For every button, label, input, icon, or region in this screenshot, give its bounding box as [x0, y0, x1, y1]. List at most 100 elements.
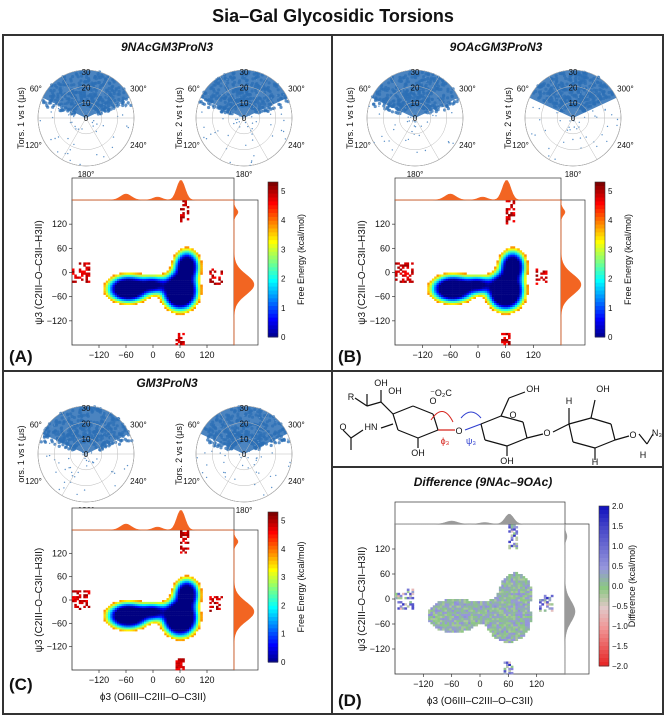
panel-a-heatmap-cell	[177, 298, 181, 301]
panel-a-heatmap-cell	[186, 292, 190, 295]
panel-b-polar-1-sparse-point	[425, 80, 427, 82]
panel-b-heatmap-cell	[443, 292, 446, 295]
panel-b-heatmap-cell	[510, 296, 513, 299]
panel-a-heatmap-cell	[135, 276, 138, 279]
panel-b-heatmap-cell	[524, 268, 527, 271]
panel-b-heatmap-cell	[508, 278, 511, 281]
panel-a-heatmap-cell	[184, 306, 187, 309]
panel-c-heatmap-cell	[148, 623, 151, 626]
panel-a-heatmap-cell	[175, 288, 178, 291]
panel-a-heatmap-cell	[159, 280, 163, 283]
panel-c-heatmap-cell	[128, 609, 131, 612]
panel-c-heatmap-cell	[157, 603, 160, 607]
panel-b-heatmap-cell	[484, 286, 488, 289]
panel-b-heatmap-cell	[487, 298, 490, 301]
panel-b-heatmap-cell	[484, 282, 488, 285]
panel-b-heatmap-cell	[484, 298, 488, 301]
panel-b-polar-1-rtick: 10	[411, 99, 420, 108]
panel-b-polar-2-sparse-point	[596, 116, 598, 118]
panel-a-heatmap-cell	[193, 260, 196, 263]
panel-c-heatmap-cell	[110, 621, 113, 624]
panel-c-heatmap-cell	[103, 611, 106, 614]
panel-b-heatmap-cell	[448, 282, 451, 285]
panel-b-heatmap-cell	[489, 290, 493, 293]
panel-b-polar-1-sparse-point	[415, 121, 417, 123]
panel-a-heatmap-cell	[117, 288, 120, 291]
panel-a-heatmap-cell	[117, 276, 120, 279]
panel-a-heatmap-cell	[184, 256, 187, 259]
panel-c-heatmap-cell	[72, 598, 75, 601]
panel-a-heatmap-cell	[157, 280, 160, 283]
panel-a-heatmap-cell	[168, 284, 172, 287]
panel-a-polar-2-sparse-point	[244, 121, 247, 124]
panel-b-polar-2-angle-label: 300°	[617, 85, 634, 94]
panel-a-heatmap-cell	[182, 252, 185, 255]
panel-a-heatmap-cell	[171, 284, 174, 287]
panel-a-heatmap-cell	[168, 302, 172, 305]
panel-a-heatmap-cell	[193, 296, 196, 299]
panel-b-heatmap-cell	[517, 270, 520, 273]
panel-a-heatmap-cell	[144, 298, 147, 301]
panel-b-polar-2-rtick: 0	[571, 114, 576, 123]
panel-b-heatmap-cell	[441, 298, 444, 301]
panel-a-heatmap-colorbar-cell	[268, 182, 278, 187]
panel-a-heatmap-cell	[139, 294, 142, 297]
panel-c-heatmap-cell	[123, 615, 127, 618]
panel-a-heatmap-cell	[146, 284, 149, 287]
panel-c-heatmap-cell	[110, 623, 113, 626]
panel-c-heatmap-cell	[162, 623, 165, 626]
panel-a-heatmap-cell	[166, 306, 169, 309]
panel-a-heatmap-cell	[105, 294, 109, 297]
panel-a-heatmap-cell	[220, 270, 223, 273]
panel-a-heatmap-xtick-label: −60	[118, 350, 133, 360]
panel-b-heatmap-cell	[510, 276, 513, 279]
panel-c-polar-1-angle-label: 240°	[130, 477, 147, 486]
panel-b-heatmap-cell	[514, 304, 518, 307]
panel-a-heatmap-cell	[191, 296, 194, 299]
panel-a-heatmap-cell	[126, 298, 129, 301]
panel-c-heatmap-cell	[128, 621, 131, 624]
panel-b-heatmap-cell	[514, 262, 518, 265]
panel-b-heatmap-cell	[514, 280, 518, 283]
panel-a-heatmap-cell	[182, 341, 185, 344]
panel-b-polar-1-point	[452, 101, 456, 105]
panel-a-heatmap-cell	[85, 280, 88, 283]
panel-a-heatmap-cell	[117, 290, 120, 293]
panel-a-heatmap-cell	[117, 280, 120, 283]
panel-a-heatmap-cell	[182, 312, 185, 316]
panel-b-heatmap-cell	[498, 262, 502, 265]
panel-b-polar-1-sparse-point	[405, 100, 408, 103]
panel-c-heatmap-cell	[121, 613, 124, 616]
panel-a-heatmap-cell	[177, 258, 181, 261]
panel-b-heatmap-cell	[501, 296, 504, 299]
panel-c-heatmap-cell	[168, 619, 172, 622]
panel-b-heatmap-cell	[401, 278, 405, 281]
panel-b-polar-1-point	[382, 104, 386, 108]
panel-b-heatmap-cell	[431, 284, 435, 287]
panel-c-heatmap-cell	[159, 609, 163, 612]
panel-a-heatmap-cell	[126, 300, 129, 303]
panel-a-heatmap-cell	[175, 304, 178, 307]
panel-a-heatmap-cell	[112, 286, 115, 289]
panel-c-polar-1-sparse-point	[117, 428, 120, 430]
panel-c-heatmap-cell	[105, 617, 109, 620]
panel-a-heatmap-cell	[195, 260, 199, 263]
panel-c-heatmap-cell	[128, 601, 131, 605]
panel-a-heatmap-cell	[175, 294, 178, 297]
panel-a-heatmap-cell	[180, 262, 183, 265]
panel-a-heatmap-cell	[191, 248, 194, 251]
panel-a-heatmap-cell	[171, 268, 174, 271]
panel-b-polar-2-sparse-point	[556, 97, 558, 99]
panel-b-heatmap-colorbar-cell	[595, 282, 605, 288]
panel-b-heatmap-cell	[535, 274, 539, 277]
panel-a-heatmap-cell	[110, 276, 113, 279]
panel-a-heatmap-cell	[162, 282, 165, 285]
panel-c-heatmap-cell	[159, 613, 163, 616]
panel-b-heatmap-cell	[452, 286, 456, 289]
panel-a-heatmap-cell	[211, 280, 214, 283]
panel-c-polar-2-angle-label: 60°	[188, 421, 200, 430]
panel-b-heatmap-cell	[464, 286, 467, 289]
panel-a-heatmap-cell	[121, 298, 124, 301]
panel-c-heatmap-cell	[162, 619, 165, 622]
panel-b-heatmap-cell	[436, 286, 440, 289]
